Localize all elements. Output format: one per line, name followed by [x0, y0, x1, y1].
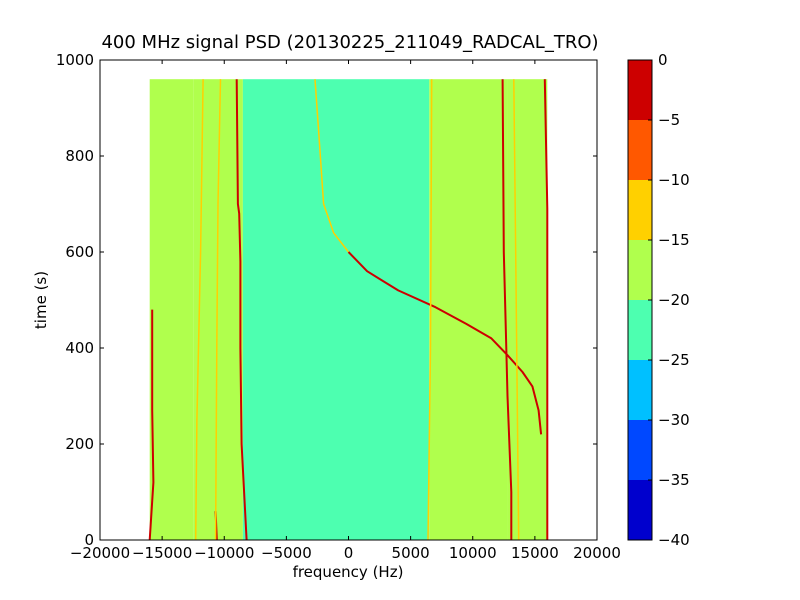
y-axis-label: time (s)	[32, 271, 50, 329]
heatmap-region	[507, 79, 548, 540]
heatmap-region	[149, 79, 194, 540]
colorbar-segment	[628, 120, 652, 180]
signal-trace	[347, 251, 543, 435]
signal-trace	[214, 79, 222, 541]
colorbar-tick-label: −25	[658, 351, 690, 369]
y-tick-label: 600	[65, 243, 94, 261]
signal-trace	[148, 309, 155, 541]
signal-trace	[194, 79, 204, 541]
signal-trace	[501, 79, 513, 540]
colorbar-segment	[628, 240, 652, 300]
colorbar-segment	[628, 300, 652, 360]
colorbar-segment	[628, 420, 652, 480]
signal-trace	[314, 79, 350, 253]
colorbar-tick-label: −5	[658, 111, 680, 129]
signal-traces	[148, 79, 549, 541]
heatmap-region	[193, 79, 243, 540]
x-axis-label: frequency (Hz)	[293, 563, 404, 581]
y-tick-label: 1000	[56, 51, 94, 69]
y-tick-label: 800	[65, 147, 94, 165]
chart-title: 400 MHz signal PSD (20130225_211049_RADC…	[101, 32, 598, 53]
x-tick-label: 15000	[511, 544, 559, 562]
heatmap-region	[429, 79, 508, 540]
colorbar-tick-label: −15	[658, 231, 690, 249]
x-tick-label: −20000	[70, 544, 130, 562]
x-tick-label: −5000	[261, 544, 312, 562]
signal-trace	[427, 79, 433, 541]
heatmap-region	[242, 79, 430, 540]
x-tick-label: 20000	[573, 544, 621, 562]
colorbar-tick-label: −35	[658, 471, 690, 489]
x-axis: −20000 −15000 −10000 −5000 0 5000 10000 15000 20…	[70, 60, 621, 562]
colorbar-segment	[628, 60, 652, 120]
x-tick-label: 0	[344, 544, 354, 562]
x-tick-label: 5000	[392, 544, 430, 562]
y-tick-label: 0	[84, 531, 94, 549]
y-axis: 0 200 400 600 800 1000	[56, 51, 597, 549]
heatmap	[149, 79, 548, 540]
x-tick-label: −10000	[194, 544, 254, 562]
x-tick-label: −15000	[132, 544, 192, 562]
colorbar-tick-label: −20	[658, 291, 690, 309]
colorbar-tick-label: −40	[658, 531, 690, 549]
y-tick-label: 400	[65, 339, 94, 357]
colorbar-segment	[628, 180, 652, 240]
colorbar-segment	[628, 480, 652, 540]
signal-trace	[235, 79, 248, 541]
colorbar: 0 −5 −10 −15 −20 −25 −30 −35 −40	[627, 51, 690, 549]
y-tick-label: 200	[65, 435, 94, 453]
signal-trace	[543, 79, 549, 540]
x-tick-label: 10000	[449, 544, 497, 562]
colorbar-tick-label: −30	[658, 411, 690, 429]
colorbar-tick-label: 0	[658, 51, 668, 69]
colorbar-tick-label: −10	[658, 171, 690, 189]
signal-trace	[513, 79, 520, 541]
colorbar-segment	[628, 360, 652, 420]
